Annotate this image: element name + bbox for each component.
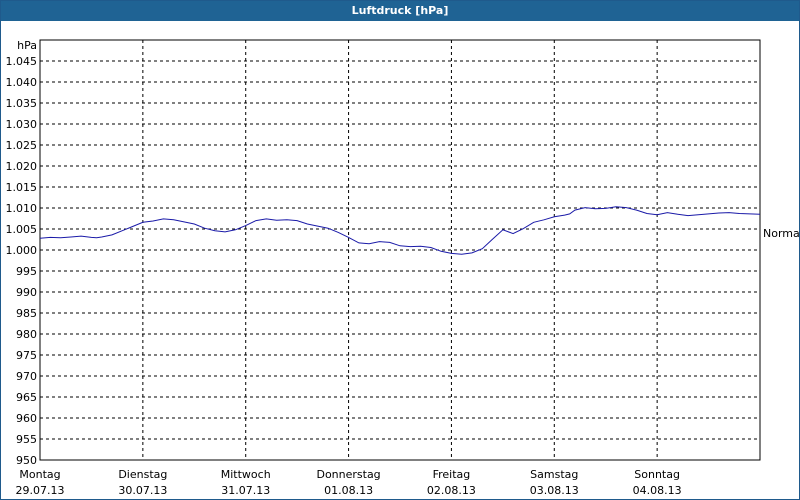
y-tick-label: 1.035	[6, 97, 38, 110]
y-tick-label: 975	[16, 349, 37, 362]
plot-area	[39, 39, 761, 461]
y-tick-label: 965	[16, 391, 37, 404]
y-tick-label: 970	[16, 370, 37, 383]
y-tick-label: 950	[16, 454, 37, 467]
x-tick-day: Montag	[19, 468, 60, 481]
y-axis-label: hPa	[17, 39, 37, 52]
x-axis-ticks: Montag 29.07.13 Dienstag 30.07.13 Mittwoch 31…	[16, 468, 682, 497]
y-tick-label: 960	[16, 412, 37, 425]
y-tick-label: 1.010	[6, 202, 38, 215]
chart-title: Luftdruck [hPa]	[1, 1, 799, 21]
x-tick-date: 29.07.13	[16, 484, 65, 497]
y-tick-label: 1.040	[6, 76, 38, 89]
x-tick-day: Sonntag	[634, 468, 680, 481]
x-tick-date: 03.08.13	[530, 484, 579, 497]
x-tick-day: Samstag	[530, 468, 578, 481]
x-tick-date: 01.08.13	[324, 484, 373, 497]
y-tick-label: 1.005	[6, 223, 38, 236]
y-tick-label: 1.025	[6, 139, 38, 152]
y-tick-label: 980	[16, 328, 37, 341]
series-line	[39, 206, 761, 255]
grid	[40, 40, 760, 460]
normal-label: Normal	[763, 227, 800, 240]
x-tick-date: 02.08.13	[427, 484, 476, 497]
x-tick-date: 04.08.13	[633, 484, 682, 497]
y-tick-label: 1.000	[6, 244, 38, 257]
x-tick-date: 31.07.13	[221, 484, 270, 497]
y-axis-ticks: 950 955 960 965 970 975 980 985 990 995 1.000 1.005…	[6, 55, 38, 467]
x-tick-day: Donnerstag	[316, 468, 380, 481]
y-tick-label: 990	[16, 286, 37, 299]
y-tick-label: 1.045	[6, 55, 38, 68]
y-tick-label: 1.030	[6, 118, 38, 131]
x-tick-day: Freitag	[433, 468, 471, 481]
x-tick-day: Mittwoch	[221, 468, 271, 481]
y-tick-label: 1.015	[6, 181, 38, 194]
y-tick-label: 995	[16, 265, 37, 278]
x-tick-date: 30.07.13	[118, 484, 167, 497]
x-tick-day: Dienstag	[118, 468, 167, 481]
y-tick-label: 985	[16, 307, 37, 320]
y-tick-label: 1.020	[6, 160, 38, 173]
y-tick-label: 955	[16, 433, 37, 446]
